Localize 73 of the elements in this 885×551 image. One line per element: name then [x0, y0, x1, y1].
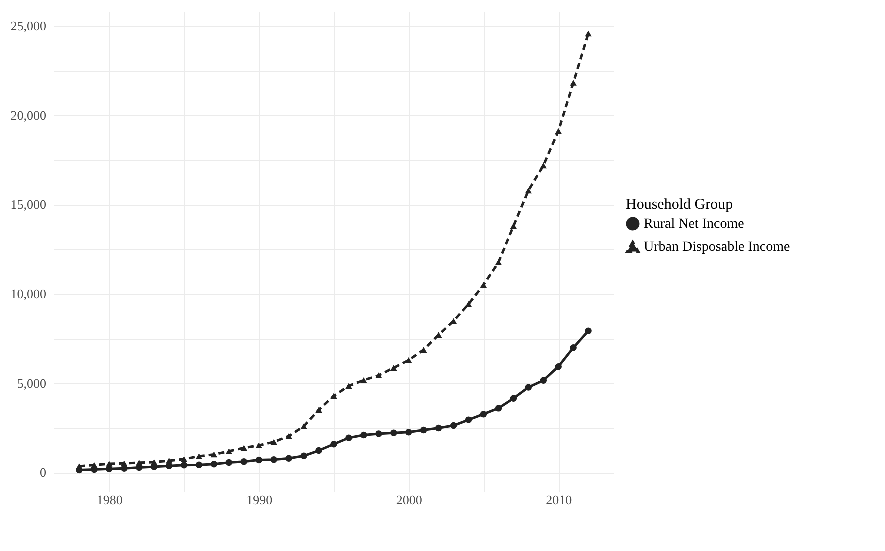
x-tick-label: 1990 [246, 492, 273, 508]
point [136, 460, 143, 466]
point [316, 407, 322, 413]
point [226, 459, 233, 466]
y-tick-label: 20,000 [10, 108, 46, 123]
point [540, 377, 547, 384]
point [196, 454, 203, 460]
legend-label: Urban Disposable Income [644, 240, 790, 255]
point [376, 372, 382, 378]
point [240, 445, 248, 452]
point [346, 383, 352, 390]
legend-label: Rural Net Income [644, 217, 744, 232]
point [180, 456, 188, 462]
point [555, 363, 562, 370]
point [150, 459, 158, 466]
point [390, 365, 398, 371]
y-tick-label: 25,000 [10, 18, 46, 34]
point [180, 462, 188, 469]
point [256, 456, 262, 464]
point [300, 424, 308, 430]
point [585, 30, 592, 37]
point [210, 452, 218, 458]
point [390, 430, 398, 436]
point [316, 447, 322, 454]
point [300, 452, 308, 460]
point [495, 405, 502, 412]
point [435, 424, 442, 432]
y-tick-label: 15,000 [10, 197, 46, 212]
point [525, 188, 532, 194]
point [420, 426, 428, 434]
point [286, 455, 292, 462]
point [226, 448, 233, 454]
y-tick-label: 10,000 [10, 286, 46, 302]
y-tick-label: 5,000 [17, 376, 46, 391]
point [210, 461, 218, 468]
x-tick-label: 1980 [96, 492, 123, 508]
point [480, 282, 488, 288]
x-tick-label: 2000 [396, 492, 422, 508]
point [196, 462, 203, 468]
point [465, 416, 472, 424]
point [570, 80, 577, 86]
point [330, 393, 338, 400]
point [480, 410, 488, 418]
point [256, 442, 262, 449]
point [121, 460, 128, 467]
point [346, 434, 352, 442]
point [166, 458, 173, 464]
point [525, 384, 532, 391]
point [570, 344, 577, 352]
point [406, 429, 412, 436]
point [376, 430, 382, 438]
point [540, 162, 547, 169]
point [330, 441, 338, 448]
point [270, 456, 278, 464]
point [465, 301, 472, 308]
point [585, 328, 592, 334]
point [286, 433, 292, 440]
legend-title: Household Group [626, 197, 734, 213]
point [510, 223, 518, 230]
point [360, 378, 368, 384]
point [240, 458, 248, 466]
point [555, 128, 562, 134]
point [450, 422, 458, 430]
x-tick-label: 2010 [546, 492, 572, 508]
y-tick-label: 0 [40, 465, 46, 480]
point [76, 464, 83, 470]
point [406, 358, 412, 364]
point [360, 432, 368, 439]
point [91, 462, 98, 468]
point [495, 260, 502, 266]
point [270, 439, 278, 446]
point [510, 395, 518, 402]
point [106, 461, 113, 467]
